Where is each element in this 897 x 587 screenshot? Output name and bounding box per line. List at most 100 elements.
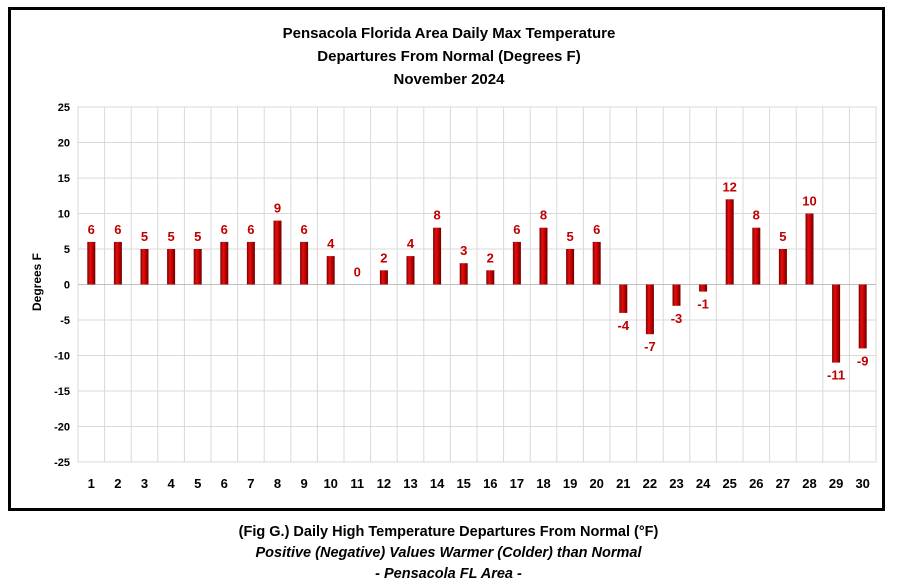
x-tick-label: 22 [643, 476, 657, 491]
bar [433, 227, 442, 285]
data-label: 6 [88, 222, 95, 237]
x-tick-label: 19 [563, 476, 577, 491]
data-label: 5 [566, 229, 573, 244]
bar [379, 270, 388, 285]
bar [459, 263, 468, 285]
chart-title: Pensacola Florida Area Daily Max Tempera… [283, 25, 616, 88]
data-label: 6 [300, 222, 307, 237]
data-label: 8 [753, 208, 760, 223]
x-tick-label: 15 [456, 476, 470, 491]
caption-line-3: - Pensacola FL Area - [375, 566, 522, 582]
data-label: -1 [697, 297, 709, 312]
data-label: 5 [194, 229, 201, 244]
x-axis-ticks: 1 2 3 4 5 6 7 8 9 10 11 12 13 14 15 16 17 18 19 20 21 22 23 24 2… [88, 476, 870, 491]
x-tick-label: 8 [274, 476, 281, 491]
x-tick-label: 4 [167, 476, 175, 491]
y-tick-label: -5 [60, 315, 70, 327]
data-label: -11 [827, 368, 845, 383]
data-label: -7 [644, 339, 656, 354]
data-label: -4 [618, 318, 630, 333]
y-tick-label: 15 [58, 173, 70, 185]
data-label: 6 [513, 222, 520, 237]
x-tick-label: 10 [323, 476, 337, 491]
data-label: 12 [722, 179, 736, 194]
bar [619, 284, 628, 313]
x-tick-label: 29 [829, 476, 843, 491]
x-tick-label: 9 [300, 476, 307, 491]
data-label: 6 [221, 222, 228, 237]
y-tick-label: 20 [58, 138, 70, 150]
y-tick-label: 5 [64, 244, 70, 256]
data-label: 4 [327, 236, 335, 251]
x-tick-label: 17 [510, 476, 524, 491]
bar [512, 241, 521, 285]
x-tick-label: 13 [403, 476, 417, 491]
bar [486, 270, 495, 285]
x-tick-label: 30 [855, 476, 869, 491]
data-label: 2 [487, 250, 494, 265]
y-tick-label: -25 [54, 457, 70, 469]
x-tick-label: 2 [114, 476, 121, 491]
x-tick-label: 23 [669, 476, 683, 491]
data-label: 8 [540, 208, 547, 223]
data-label: 10 [802, 194, 816, 209]
data-label: 2 [380, 250, 387, 265]
y-tick-label: -15 [54, 386, 70, 398]
bars [87, 199, 867, 363]
chart-title-line-3: November 2024 [394, 71, 506, 88]
bar [858, 284, 867, 349]
bar [752, 227, 761, 285]
data-labels: 6 6 5 5 5 6 6 9 6 4 0 2 4 8 3 2 6 8 5 6 -4 -7 -3 -1 12 8 5 10 -11 -9 [88, 179, 869, 382]
y-tick-label: 10 [58, 209, 70, 221]
bar [699, 284, 708, 292]
x-tick-label: 6 [221, 476, 228, 491]
bar [326, 256, 335, 285]
x-tick-label: 20 [589, 476, 603, 491]
bar [140, 249, 149, 285]
data-label: 5 [141, 229, 148, 244]
bar [87, 241, 96, 285]
x-tick-label: 1 [88, 476, 95, 491]
bar [113, 241, 122, 285]
data-label: -3 [671, 311, 683, 326]
bar [406, 256, 415, 285]
x-tick-label: 26 [749, 476, 763, 491]
bar [592, 241, 601, 285]
data-label: 5 [167, 229, 174, 244]
bar [832, 284, 841, 363]
bar [300, 241, 309, 285]
x-tick-label: 24 [696, 476, 711, 491]
chart-title-line-1: Pensacola Florida Area Daily Max Tempera… [283, 25, 616, 42]
data-label: -9 [857, 353, 869, 368]
bar [566, 249, 575, 285]
y-tick-label: -20 [54, 422, 70, 434]
bar [246, 241, 255, 285]
x-tick-label: 3 [141, 476, 148, 491]
bar [220, 241, 229, 285]
chart-grid [77, 106, 877, 463]
x-tick-label: 12 [377, 476, 391, 491]
x-tick-label: 18 [536, 476, 550, 491]
x-tick-label: 14 [430, 476, 445, 491]
bar [725, 199, 734, 285]
caption-line-1: (Fig G.) Daily High Temperature Departur… [238, 524, 659, 540]
bar [167, 249, 176, 285]
x-tick-label: 28 [802, 476, 816, 491]
y-axis-ticks: 25 20 15 10 5 0 -5 -10 -15 -20 -25 [54, 102, 70, 469]
y-tick-label: 25 [58, 102, 70, 114]
x-tick-label: 5 [194, 476, 201, 491]
x-tick-label: 21 [616, 476, 630, 491]
bar [645, 284, 654, 335]
bar [805, 213, 814, 285]
y-tick-label: -10 [54, 351, 70, 363]
bar [539, 227, 548, 285]
chart-frame: Pensacola Florida Area Daily Max Tempera… [8, 7, 885, 511]
chart-title-line-2: Departures From Normal (Degrees F) [317, 48, 580, 65]
data-label: 3 [460, 243, 467, 258]
bar [273, 220, 282, 285]
figure-caption: (Fig G.) Daily High Temperature Departur… [0, 522, 897, 585]
data-label: 0 [354, 265, 361, 280]
data-label: 6 [247, 222, 254, 237]
data-label: 4 [407, 236, 415, 251]
data-label: 6 [593, 222, 600, 237]
